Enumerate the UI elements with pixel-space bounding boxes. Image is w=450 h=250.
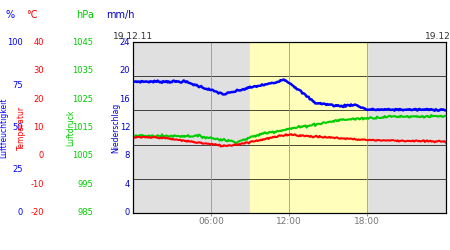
Text: 10: 10 [33, 123, 44, 132]
Bar [250, 42, 367, 212]
Text: 30: 30 [33, 66, 44, 75]
Text: 1015: 1015 [72, 123, 93, 132]
Text: 25: 25 [12, 166, 22, 174]
Text: Luftfeuchtigkeit: Luftfeuchtigkeit [0, 97, 8, 158]
Text: 16: 16 [119, 95, 130, 104]
Text: 50: 50 [12, 123, 22, 132]
Text: 0: 0 [39, 151, 44, 160]
Text: 40: 40 [33, 38, 44, 47]
Text: °C: °C [27, 10, 38, 20]
Text: 1035: 1035 [72, 66, 93, 75]
Text: 8: 8 [125, 151, 130, 160]
Text: 12: 12 [120, 123, 130, 132]
Text: Luftdruck: Luftdruck [67, 109, 76, 146]
Text: 985: 985 [77, 208, 93, 217]
Text: Temperatur: Temperatur [17, 106, 26, 150]
Text: 0: 0 [17, 208, 22, 217]
Text: 995: 995 [77, 180, 93, 189]
Text: 1005: 1005 [72, 151, 93, 160]
Text: mm/h: mm/h [106, 10, 135, 20]
Text: 1025: 1025 [72, 95, 93, 104]
Text: 0: 0 [125, 208, 130, 217]
Text: -10: -10 [30, 180, 44, 189]
Text: 20: 20 [33, 95, 44, 104]
Text: 24: 24 [120, 38, 130, 47]
Text: Niederschlag: Niederschlag [112, 102, 121, 152]
Text: 75: 75 [12, 80, 22, 90]
Text: %: % [5, 10, 14, 20]
Text: 4: 4 [125, 180, 130, 189]
Text: -20: -20 [30, 208, 44, 217]
Text: 100: 100 [7, 38, 22, 47]
Text: 20: 20 [120, 66, 130, 75]
Text: 1045: 1045 [72, 38, 93, 47]
Text: hPa: hPa [76, 10, 94, 20]
